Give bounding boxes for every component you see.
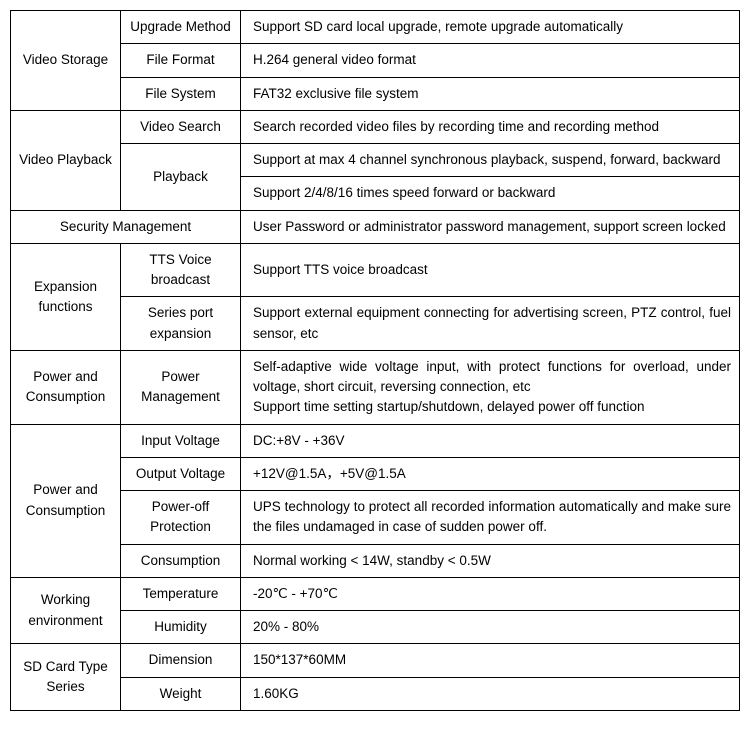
category-power-consumption-1: Power and Consumption (11, 350, 121, 424)
sub-power-management: Power Management (121, 350, 241, 424)
table-row: Output Voltage +12V@1.5A，+5V@1.5A (11, 457, 740, 490)
sub-playback: Playback (121, 144, 241, 211)
table-row: Power and Consumption Power Management S… (11, 350, 740, 424)
val-output-voltage: +12V@1.5A，+5V@1.5A (241, 457, 740, 490)
sub-tts-voice: TTS Voice broadcast (121, 243, 241, 297)
val-series-port: Support external equipment connecting fo… (241, 297, 740, 351)
sub-upgrade-method: Upgrade Method (121, 11, 241, 44)
val-upgrade-method: Support SD card local upgrade, remote up… (241, 11, 740, 44)
table-row: Power-off Protection UPS technology to p… (11, 491, 740, 545)
sub-power-off-protection: Power-off Protection (121, 491, 241, 545)
category-expansion-functions: Expansion functions (11, 243, 121, 350)
table-row: File Format H.264 general video format (11, 44, 740, 77)
category-video-storage: Video Storage (11, 11, 121, 111)
table-row: Playback Support at max 4 channel synchr… (11, 144, 740, 177)
val-temperature: -20℃ - +70℃ (241, 577, 740, 610)
sub-input-voltage: Input Voltage (121, 424, 241, 457)
val-power-management: Self-adaptive wide voltage input, with p… (241, 350, 740, 424)
table-row: Video Storage Upgrade Method Support SD … (11, 11, 740, 44)
table-row: Working environment Temperature -20℃ - +… (11, 577, 740, 610)
sub-weight: Weight (121, 677, 241, 710)
sub-dimension: Dimension (121, 644, 241, 677)
sub-file-format: File Format (121, 44, 241, 77)
category-video-playback: Video Playback (11, 110, 121, 210)
category-security-management: Security Management (11, 210, 241, 243)
table-row: Power and Consumption Input Voltage DC:+… (11, 424, 740, 457)
val-file-system: FAT32 exclusive file system (241, 77, 740, 110)
val-weight: 1.60KG (241, 677, 740, 710)
val-power-off-protection: UPS technology to protect all recorded i… (241, 491, 740, 545)
table-row: SD Card Type Series Dimension 150*137*60… (11, 644, 740, 677)
sub-output-voltage: Output Voltage (121, 457, 241, 490)
category-working-environment: Working environment (11, 577, 121, 644)
sub-consumption: Consumption (121, 544, 241, 577)
val-tts-voice: Support TTS voice broadcast (241, 243, 740, 297)
val-playback-1: Support at max 4 channel synchronous pla… (241, 144, 740, 177)
val-file-format: H.264 general video format (241, 44, 740, 77)
table-row: Expansion functions TTS Voice broadcast … (11, 243, 740, 297)
table-row: Security Management User Password or adm… (11, 210, 740, 243)
table-row: Video Playback Video Search Search recor… (11, 110, 740, 143)
spec-table: Video Storage Upgrade Method Support SD … (10, 10, 740, 711)
category-power-consumption-2: Power and Consumption (11, 424, 121, 577)
table-row: Humidity 20% - 80% (11, 611, 740, 644)
table-row: Consumption Normal working < 14W, standb… (11, 544, 740, 577)
table-row: Weight 1.60KG (11, 677, 740, 710)
category-sd-card-type: SD Card Type Series (11, 644, 121, 711)
sub-temperature: Temperature (121, 577, 241, 610)
val-playback-2: Support 2/4/8/16 times speed forward or … (241, 177, 740, 210)
sub-file-system: File System (121, 77, 241, 110)
val-input-voltage: DC:+8V - +36V (241, 424, 740, 457)
val-dimension: 150*137*60MM (241, 644, 740, 677)
val-security-management: User Password or administrator password … (241, 210, 740, 243)
sub-humidity: Humidity (121, 611, 241, 644)
table-row: Series port expansion Support external e… (11, 297, 740, 351)
val-consumption: Normal working < 14W, standby < 0.5W (241, 544, 740, 577)
sub-series-port: Series port expansion (121, 297, 241, 351)
table-row: File System FAT32 exclusive file system (11, 77, 740, 110)
sub-video-search: Video Search (121, 110, 241, 143)
val-video-search: Search recorded video files by recording… (241, 110, 740, 143)
val-humidity: 20% - 80% (241, 611, 740, 644)
